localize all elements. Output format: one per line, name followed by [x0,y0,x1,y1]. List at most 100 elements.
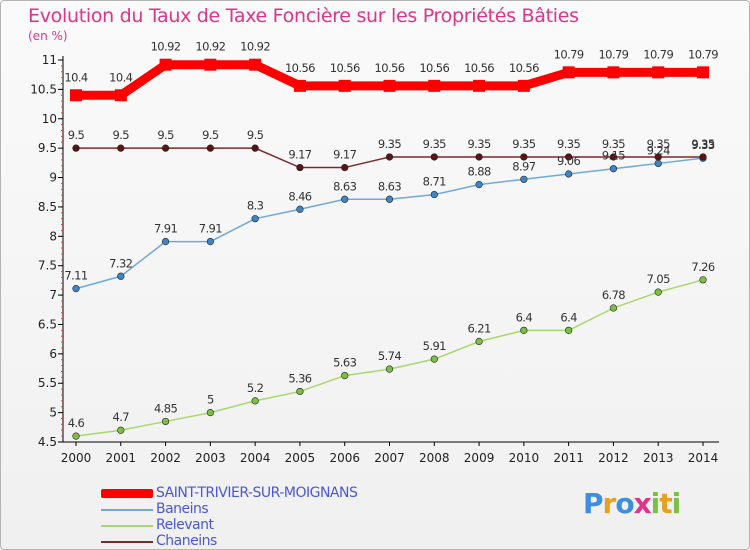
data-labels: 10.4 10.4 10.92 10.92 10.92 10.56 10.56 10.56 10… [64,40,718,430]
y-tick-label: 9.5 [38,141,57,155]
point-relevant [699,276,707,284]
data-label-baneins: 8.63 [378,179,401,193]
logo-letter: t [659,487,672,520]
data-label-relevant: 6.78 [602,288,625,302]
data-label-saint-trivier: 10.56 [330,61,360,75]
data-label-relevant: 6.21 [467,322,490,336]
legend-swatch-relevant [101,525,153,527]
x-tick-label: 2003 [195,451,226,465]
point-chaneins [654,153,662,161]
point-baneins [609,165,618,173]
point-relevant [520,326,528,334]
point-chaneins [251,144,259,152]
data-label-relevant: 5.2 [247,381,264,395]
point-relevant [475,337,483,346]
data-label-chaneins: 9.17 [288,148,311,162]
point-chaneins [206,144,214,152]
point-chaneins [475,153,483,161]
data-label-relevant: 5.63 [333,356,356,370]
data-label-saint-trivier: 10.4 [64,70,87,84]
legend-label-chaneins: Chaneins [156,533,217,549]
point-baneins [161,237,170,246]
legend-label-baneins: Baneins [156,501,209,517]
data-label-relevant: 7.05 [647,272,670,286]
data-label-baneins: 8.63 [333,179,356,193]
point-chaneins [117,144,125,152]
point-relevant [296,387,304,396]
x-tick-label: 2005 [285,451,316,465]
legend-swatch-baneins [101,509,153,511]
legend-swatch-saint-trivier [101,489,153,498]
point-baneins [565,170,573,178]
y-tick-label: 10 [42,112,57,126]
point-baneins [341,195,349,203]
data-label-chaneins: 9.35 [378,137,401,151]
data-label-saint-trivier: 10.56 [464,61,494,75]
point-baneins [206,237,214,246]
point-chaneins [161,144,170,152]
data-label-saint-trivier: 10.92 [195,40,225,54]
x-tick-label: 2007 [374,451,405,465]
y-tick-label: 9 [49,171,57,185]
y-axis-unit: (en %) [28,29,68,43]
data-label-saint-trivier: 10.79 [688,47,718,61]
legend-swatch-chaneins [101,541,153,543]
data-label-relevant: 5.91 [423,339,446,353]
y-tick-label: 10.5 [30,82,57,96]
x-tick-label: 2013 [643,451,674,465]
point-saint-trivier [293,79,306,92]
point-saint-trivier [70,89,82,102]
point-baneins [475,180,483,189]
data-label-chaneins: 9.5 [68,128,85,142]
data-label-baneins: 8.97 [512,159,535,173]
point-baneins [117,272,125,280]
y-tick-label: 4.5 [38,435,57,449]
legend-label-relevant: Relevant [156,517,214,533]
point-saint-trivier [652,66,665,79]
chart-title: Evolution du Taux de Taxe Foncière sur l… [28,5,579,27]
data-label-chaneins: 9.35 [557,137,580,151]
y-tick-label: 8 [49,229,57,243]
data-label-relevant: 4.85 [154,401,177,415]
point-relevant [565,326,573,334]
x-tick-label: 2001 [106,451,137,465]
y-tick-label: 5 [49,406,57,420]
point-saint-trivier [114,89,127,102]
point-relevant [206,409,214,417]
point-relevant [117,426,125,434]
data-label-relevant: 7.26 [691,260,714,274]
data-label-chaneins: 9.17 [333,148,356,162]
data-label-baneins: 7.91 [154,222,177,236]
legend-label-saint-trivier: SAINT-TRIVIER-SUR-MOIGNANS [156,485,358,501]
point-saint-trivier [607,66,620,79]
data-label-relevant: 5.36 [288,371,311,385]
logo-letter: o [615,487,634,520]
axes: 4.5 5 5.5 6 6.5 7 7.5 8 8.5 9 9.5 10 10.5 11 2000 2001 2… [30,53,719,465]
data-label-baneins: 8.71 [423,175,446,189]
logo-letter: i [650,487,661,520]
y-tick-label: 7 [49,288,57,302]
point-relevant [385,365,394,373]
point-chaneins [385,153,394,161]
data-label-chaneins: 9.35 [467,137,490,151]
x-tick-label: 2000 [61,451,92,465]
point-saint-trivier [428,79,441,92]
data-label-saint-trivier: 10.79 [554,47,584,61]
y-tick-label: 11 [42,53,57,67]
point-chaneins [296,163,304,172]
data-label-baneins: 7.91 [199,222,222,236]
data-label-saint-trivier: 10.56 [285,61,315,75]
point-saint-trivier [517,79,530,92]
point-baneins [385,195,394,203]
data-label-chaneins: 9.35 [423,137,446,151]
point-baneins [251,215,259,223]
point-chaneins [520,153,528,161]
data-label-relevant: 4.6 [68,416,85,430]
data-label-baneins: 7.32 [109,256,132,270]
y-tick-label: 5.5 [38,376,57,390]
data-label-chaneins: 9.35 [691,137,714,151]
point-baneins [520,175,528,183]
data-label-baneins: 9.06 [557,154,580,168]
